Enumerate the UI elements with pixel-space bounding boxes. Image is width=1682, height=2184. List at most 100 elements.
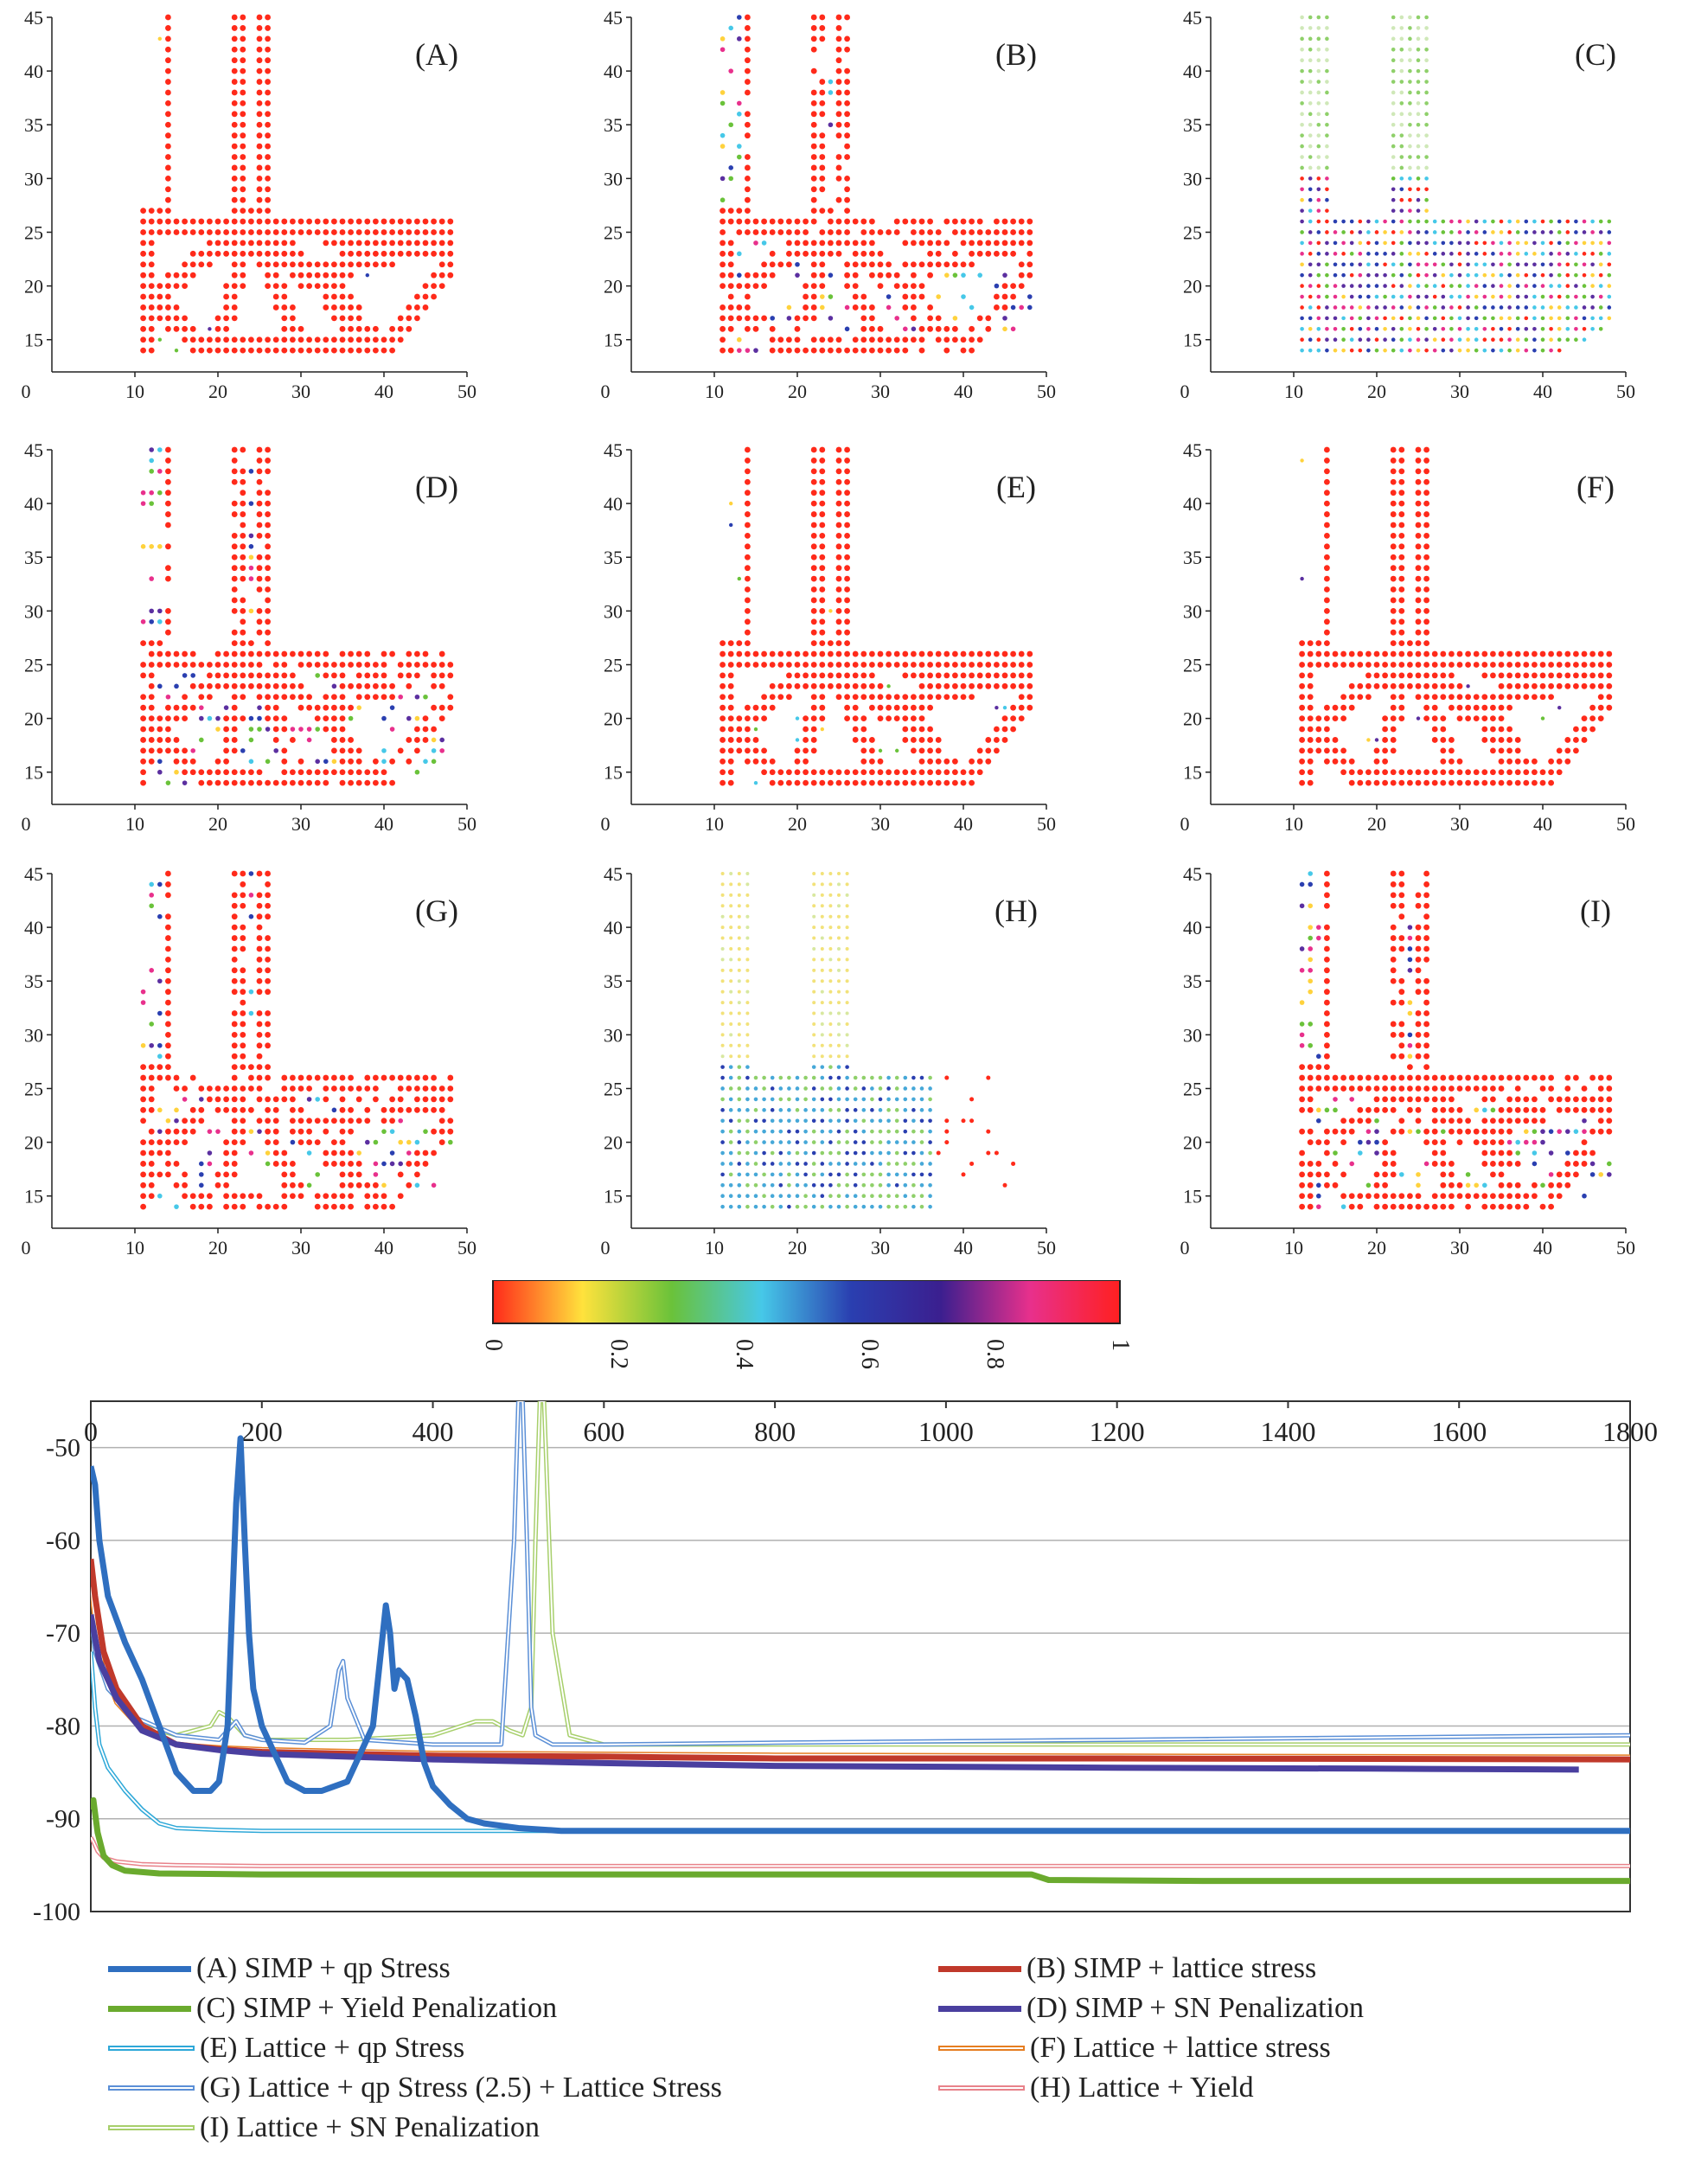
density-dot: [1499, 252, 1504, 256]
density-dot: [720, 925, 725, 930]
density-dot: [835, 640, 842, 647]
density-dot: [189, 261, 196, 268]
y-tick-label: 20: [1183, 276, 1202, 298]
density-dot: [1574, 316, 1578, 321]
density-dot: [745, 893, 750, 897]
density-dot: [911, 304, 917, 311]
density-dot: [761, 272, 767, 279]
density-dot: [364, 240, 371, 247]
density-dot: [820, 1086, 825, 1091]
density-dot: [820, 936, 824, 940]
density-dot: [1390, 977, 1397, 984]
density-dot: [893, 336, 900, 343]
density-dot: [960, 218, 967, 225]
density-dot: [1457, 284, 1462, 288]
density-dot: [165, 967, 171, 974]
density-dot: [231, 1128, 238, 1135]
density-dot: [240, 1064, 246, 1071]
density-dot: [1299, 694, 1305, 701]
density-dot: [1564, 758, 1571, 765]
density-dot: [290, 229, 296, 235]
density-dot: [886, 1172, 891, 1177]
density-dot: [1366, 305, 1371, 310]
density-dot: [728, 1097, 733, 1102]
density-dot: [819, 779, 826, 786]
density-dot: [256, 511, 263, 517]
density-dot: [389, 779, 395, 786]
density-dot: [1540, 230, 1545, 234]
density-dot: [1506, 1118, 1513, 1124]
density-dot: [1391, 101, 1396, 106]
density-dot: [240, 143, 246, 150]
density-dot: [845, 1118, 849, 1124]
density-dot: [1415, 1074, 1422, 1081]
density-dot: [844, 14, 850, 21]
density-dot: [1398, 468, 1405, 475]
y-tick-label: 45: [1183, 439, 1202, 461]
density-dot: [348, 682, 354, 689]
density-dot: [810, 565, 817, 572]
density-dot: [240, 565, 246, 572]
density-dot: [240, 89, 246, 96]
density-dot: [819, 240, 826, 247]
density-dot: [753, 1075, 758, 1080]
density-dot: [1383, 219, 1387, 224]
density-dot: [256, 1031, 263, 1038]
density-dot: [1490, 1203, 1496, 1210]
density-dot: [1456, 769, 1463, 776]
density-dot: [1383, 230, 1387, 234]
density-dot: [737, 936, 741, 940]
density-dot: [812, 893, 816, 897]
density-dot: [820, 946, 824, 951]
density-dot: [1300, 337, 1304, 343]
density-dot: [728, 176, 733, 182]
density-dot: [256, 175, 263, 182]
density-dot: [198, 694, 205, 701]
density-dot: [719, 304, 726, 311]
density-dot: [1557, 272, 1562, 278]
density-dot: [745, 565, 751, 572]
density-dot: [795, 1086, 800, 1091]
density-dot: [810, 704, 817, 711]
density-dot: [331, 715, 337, 722]
density-dot: [323, 1096, 329, 1103]
density-dot: [140, 747, 147, 754]
density-dot: [1348, 1203, 1355, 1210]
density-dot: [803, 662, 809, 668]
density-dot: [1540, 337, 1545, 343]
density-dot: [1573, 662, 1579, 668]
density-dot: [331, 694, 337, 701]
density-dot: [1348, 694, 1355, 701]
density-dot: [1390, 446, 1397, 453]
density-dot: [786, 316, 792, 321]
density-dot: [265, 250, 271, 257]
density-dot: [281, 694, 288, 701]
density-dot: [745, 554, 751, 560]
density-dot: [919, 1162, 924, 1166]
density-dot: [820, 1129, 825, 1134]
density-dot: [207, 218, 213, 225]
y-tick-label: 45: [604, 439, 623, 461]
density-dot: [812, 936, 816, 940]
density-dot: [762, 1194, 766, 1199]
density-dot: [256, 902, 263, 909]
density-dot: [1523, 682, 1530, 689]
density-dot: [397, 1086, 404, 1092]
density-dot: [1466, 305, 1470, 310]
density-dot: [355, 315, 362, 322]
density-dot: [272, 293, 279, 300]
density-dot: [438, 662, 445, 668]
density-dot: [447, 272, 454, 279]
density-dot: [1324, 881, 1330, 887]
density-dot: [787, 1204, 791, 1209]
density-dot: [1001, 682, 1008, 689]
density-dot: [256, 977, 263, 984]
density-dot: [1374, 1150, 1379, 1156]
density-dot: [844, 240, 850, 247]
density-dot: [1348, 1128, 1355, 1135]
x-tick-label: 40: [954, 1237, 973, 1259]
density-dot: [1399, 144, 1404, 149]
density-dot: [173, 704, 180, 711]
panel-label: (E): [996, 470, 1036, 504]
density-dot: [1390, 511, 1397, 517]
